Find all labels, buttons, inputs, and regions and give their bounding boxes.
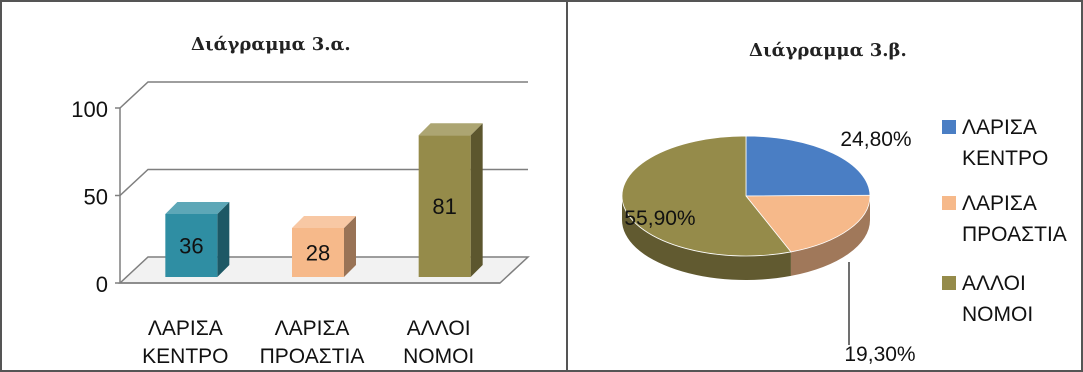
pie-data-label: 55,90% [624,207,695,230]
x-tick-label: ΝΟΜΟΙ [403,345,474,368]
x-tick-label: ΛΑΡΙΣΑ [148,317,223,340]
legend-label: ΛΑΡΙΣΑ [962,116,1037,139]
y-tick-label: 0 [96,272,108,297]
bar-data-label: 36 [179,234,203,259]
pie-slice-side [622,196,791,280]
bar-side [470,123,483,277]
bar-top [165,202,230,214]
pie-data-label: 19,30% [844,343,915,366]
y-tick-label: 50 [84,185,108,210]
pie-slice [745,135,871,197]
bar-side [217,202,230,277]
bar-top [292,216,356,228]
bar-chart-title: Διάγραμμα 3.α. [191,34,351,55]
legend-label: ΠΡΟΑΣΤΙΑ [962,223,1067,246]
x-tick-label: ΑΛΛΟΙ [407,317,471,340]
x-tick-label: ΛΑΡΙΣΑ [275,317,350,340]
pie-chart-title: Διάγραμμα 3.β. [749,40,907,61]
legend-swatch [942,196,956,210]
pie-slice [745,194,871,253]
legend-label: ΝΟΜΟΙ [962,303,1033,326]
pie-slice-side [790,196,870,276]
y-tick-label: 100 [71,97,108,122]
legend-label: ΑΛΛΟΙ [962,272,1026,295]
legend-label: ΛΑΡΙΣΑ [962,192,1037,215]
gridline [119,81,528,109]
bar-data-label: 81 [432,194,456,219]
bar-side [344,216,356,277]
panel-divider [566,0,568,372]
gridline [119,168,528,197]
x-tick-label: ΠΡΟΑΣΤΙΑ [260,345,365,368]
bar-top [418,123,483,136]
pie-slice [621,135,792,257]
bar-chart: 0 50 100 36 ΛΑΡΙΣΑ ΚΕΝΤΡΟ 28 ΛΑΡΙΣΑ ΠΡΟΑΣΤΙΑ 81 ΑΛ… [71,81,530,368]
bar-data-label: 28 [306,241,330,266]
bar-chart-panel [0,0,566,372]
legend-swatch [942,120,956,134]
pie-data-label: 24,80% [840,128,911,151]
bar [165,214,218,277]
legend-label: ΚΕΝΤΡΟ [962,147,1048,170]
legend-swatch [942,276,956,290]
bar [292,228,344,277]
x-tick-label: ΚΕΝΤΡΟ [142,345,228,368]
bar [418,135,471,277]
